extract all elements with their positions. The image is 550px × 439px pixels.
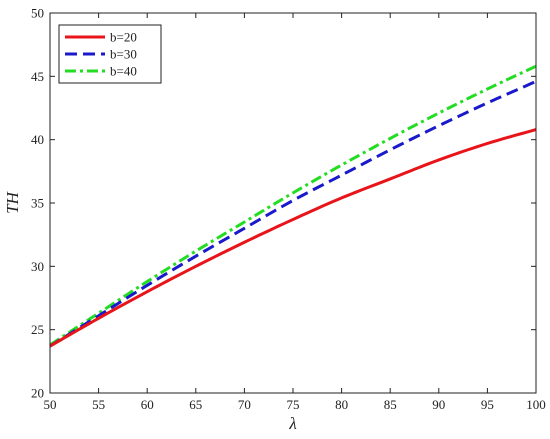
y-tick-label: 25	[31, 322, 44, 337]
x-tick-label: 60	[141, 397, 154, 412]
y-tick-label: 20	[31, 386, 44, 401]
x-tick-label: 55	[92, 397, 105, 412]
x-tick-label: 65	[189, 397, 202, 412]
y-tick-label: 50	[31, 6, 44, 21]
x-tick-label: 75	[287, 397, 300, 412]
x-tick-label: 70	[238, 397, 251, 412]
y-tick-label: 40	[31, 132, 44, 147]
axis-ticks: 50 55 60 65 70 75 80 85 90 95 100 20 25 30 35 40 45 50	[31, 6, 546, 413]
y-tick-label: 35	[31, 196, 44, 211]
series-line-b-40	[49, 64, 537, 347]
y-tick-label: 45	[31, 69, 44, 84]
y-tick-label: 30	[31, 259, 44, 274]
x-tick-label: 95	[481, 397, 494, 412]
x-tick-label: 85	[384, 397, 397, 412]
x-tick-label: 80	[335, 397, 348, 412]
legend-label: b=20	[110, 30, 137, 45]
series-layer	[49, 64, 537, 348]
series-line-b-20	[49, 128, 537, 348]
x-tick-label: 90	[432, 397, 445, 412]
x-tick-label: 100	[526, 397, 546, 412]
legend-label: b=40	[110, 64, 137, 79]
x-axis-label: λ	[288, 414, 296, 433]
legend: b=20 b=30 b=40	[58, 24, 162, 84]
y-axis-label: TH	[3, 190, 22, 213]
x-tick-label: 50	[44, 397, 57, 412]
series-line-b-30	[49, 80, 537, 348]
legend-label: b=30	[110, 47, 137, 62]
